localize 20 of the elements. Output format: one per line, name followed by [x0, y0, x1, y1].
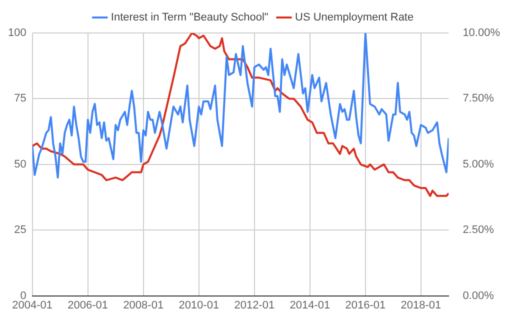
x-tick-label: 2010-01	[178, 299, 220, 312]
y-tick-label: 50	[14, 158, 26, 170]
y-tick-label: 75	[14, 92, 26, 105]
y2-tick-label: 10.00%	[462, 27, 500, 40]
y-tick-label: 25	[14, 224, 26, 236]
x-tick-label: 2004-01	[12, 299, 53, 312]
y2-tick-label: 2.50%	[462, 224, 494, 236]
y2-tick-label: 0.00%	[462, 290, 494, 302]
x-tick-label: 2006-01	[68, 299, 108, 312]
x-tick-label: 2018-01	[400, 299, 442, 312]
y-tick-label: 0	[20, 290, 26, 302]
y2-tick-label: 5.00%	[462, 158, 494, 170]
x-tick-label: 2016-01	[345, 299, 386, 312]
y2-tick-label: 7.50%	[462, 92, 494, 105]
x-tick-label: 2008-01	[123, 299, 164, 312]
legend-label: Interest in Term "Beauty School"	[110, 12, 268, 24]
legend-label: US Unemployment Rate	[295, 12, 414, 24]
y-tick-label: 100	[8, 27, 26, 40]
x-tick-label: 2012-01	[234, 299, 275, 312]
x-tick-label: 2014-01	[290, 299, 330, 312]
